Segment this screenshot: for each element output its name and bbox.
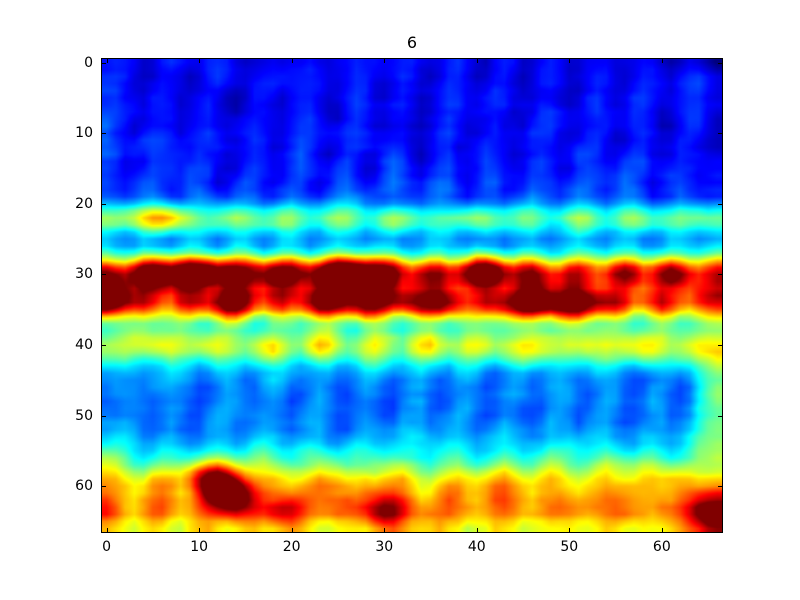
x-tick-label: 20 bbox=[282, 539, 301, 555]
y-tick-mark bbox=[102, 133, 106, 135]
y-tick-label: 0 bbox=[84, 54, 93, 71]
x-tick-mark bbox=[291, 528, 293, 532]
chart-title: 6 bbox=[406, 33, 418, 52]
x-tick-mark bbox=[476, 528, 478, 532]
x-tick-label: 50 bbox=[560, 539, 579, 555]
x-tick-mark bbox=[199, 528, 201, 532]
y-tick-mark-right bbox=[718, 203, 722, 205]
x-tick-mark bbox=[106, 528, 108, 532]
y-tick-mark bbox=[102, 415, 106, 417]
heatmap-image bbox=[102, 59, 722, 532]
x-tick-mark-top bbox=[476, 59, 478, 63]
y-tick-mark-right bbox=[718, 274, 722, 276]
y-tick-mark bbox=[102, 62, 106, 64]
y-tick-mark bbox=[102, 344, 106, 346]
x-tick-mark-top bbox=[199, 59, 201, 63]
x-tick-mark-top bbox=[106, 59, 108, 63]
x-tick-mark-top bbox=[291, 59, 293, 63]
x-tick-label: 60 bbox=[652, 539, 671, 555]
y-tick-mark-right bbox=[718, 62, 722, 64]
y-tick-mark bbox=[102, 486, 106, 488]
heatmap-axes bbox=[101, 58, 723, 533]
x-tick-mark-top bbox=[661, 59, 663, 63]
x-tick-mark bbox=[661, 528, 663, 532]
x-tick-mark-top bbox=[569, 59, 571, 63]
y-tick-label: 10 bbox=[75, 125, 93, 142]
y-tick-mark bbox=[102, 203, 106, 205]
y-tick-label: 20 bbox=[75, 195, 93, 212]
x-tick-label: 30 bbox=[375, 539, 394, 555]
x-tick-mark bbox=[384, 528, 386, 532]
x-tick-label: 10 bbox=[190, 539, 209, 555]
y-tick-label: 60 bbox=[75, 478, 93, 495]
x-tick-mark bbox=[569, 528, 571, 532]
x-tick-label: 0 bbox=[102, 539, 112, 555]
y-tick-mark-right bbox=[718, 344, 722, 346]
y-tick-mark-right bbox=[718, 415, 722, 417]
y-tick-label: 40 bbox=[75, 336, 93, 353]
x-tick-label: 40 bbox=[467, 539, 486, 555]
y-tick-mark bbox=[102, 274, 106, 276]
y-tick-label: 30 bbox=[75, 266, 93, 283]
y-tick-mark-right bbox=[718, 133, 722, 135]
y-tick-label: 50 bbox=[75, 407, 93, 424]
y-tick-mark-right bbox=[718, 486, 722, 488]
x-tick-mark-top bbox=[384, 59, 386, 63]
